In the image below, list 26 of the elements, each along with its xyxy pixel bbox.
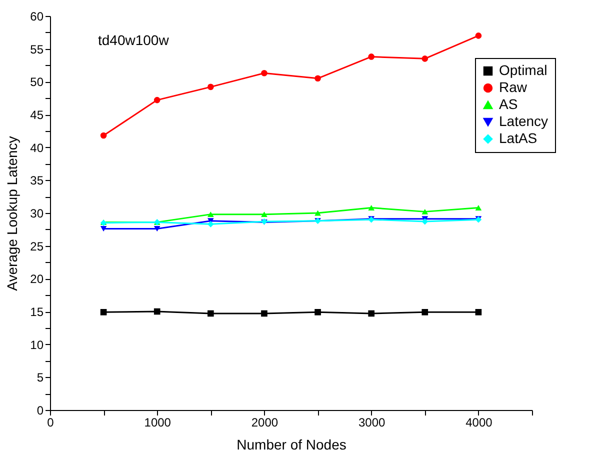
- y-tick-label: 40: [30, 140, 44, 155]
- y-axis-title: Average Lookup Latency: [4, 136, 20, 291]
- y-tick-label: 5: [36, 370, 44, 385]
- annotation: td40w100w: [98, 32, 170, 48]
- y-tick-label: 0: [36, 404, 44, 418]
- x-tick-label: 3000: [358, 416, 386, 430]
- y-tick-label: 50: [30, 75, 44, 90]
- y-tick-label: 10: [30, 338, 44, 352]
- y-tick-label: 45: [30, 108, 44, 122]
- x-tick-label: 0: [47, 416, 54, 430]
- legend-label: AS: [499, 96, 518, 112]
- legend-label: Raw: [499, 79, 528, 95]
- y-tick-label: 35: [30, 174, 44, 188]
- y-tick-label: 30: [30, 206, 44, 220]
- y-tick-label: 15: [30, 305, 44, 319]
- y-tick-label: 20: [30, 272, 44, 286]
- y-tick-label: 55: [30, 42, 44, 56]
- y-tick-label: 60: [30, 10, 44, 24]
- x-tick-label: 1000: [144, 416, 172, 430]
- legend-label: LatAS: [499, 130, 538, 146]
- x-axis-title: Number of Nodes: [236, 436, 346, 452]
- y-tick-label: 25: [30, 239, 44, 254]
- x-tick-label: 4000: [466, 416, 493, 430]
- legend-label: Latency: [499, 113, 548, 129]
- x-tick-label: 2000: [251, 416, 278, 430]
- legend-label: Optimal: [499, 62, 548, 78]
